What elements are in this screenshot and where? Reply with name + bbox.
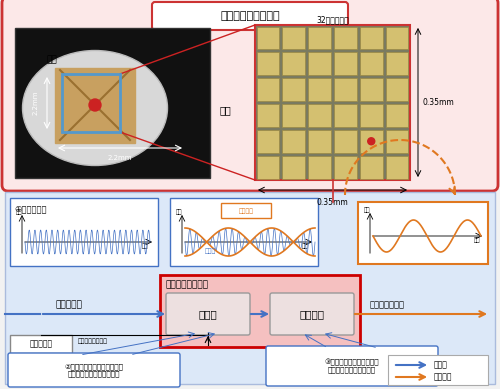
Text: 時間: 時間 bbox=[474, 237, 480, 243]
Bar bbox=[334, 78, 357, 101]
Bar bbox=[308, 26, 331, 49]
Text: 時間: 時間 bbox=[302, 244, 308, 249]
Text: 振幅: 振幅 bbox=[364, 207, 370, 213]
Bar bbox=[256, 156, 280, 179]
Bar bbox=[334, 156, 357, 179]
Bar bbox=[256, 26, 280, 49]
Bar bbox=[308, 156, 331, 179]
Text: 信号処理回路へ: 信号処理回路へ bbox=[370, 300, 405, 309]
Bar bbox=[308, 53, 331, 75]
Bar bbox=[388, 355, 488, 385]
Bar bbox=[282, 156, 305, 179]
Bar bbox=[360, 130, 382, 152]
Text: 信号成分: 信号成分 bbox=[238, 208, 254, 214]
Bar bbox=[282, 104, 305, 127]
Circle shape bbox=[89, 99, 101, 111]
Text: 光信号: 光信号 bbox=[434, 361, 448, 370]
Bar bbox=[255, 25, 410, 180]
Text: 光成分: 光成分 bbox=[204, 248, 216, 254]
FancyBboxPatch shape bbox=[221, 203, 271, 218]
Bar bbox=[334, 53, 357, 75]
Text: 振幅: 振幅 bbox=[176, 209, 182, 215]
Bar bbox=[308, 130, 331, 152]
Text: 32個の受光部: 32個の受光部 bbox=[316, 16, 349, 25]
Bar bbox=[170, 198, 318, 266]
Text: ①光通信信号: ①光通信信号 bbox=[14, 204, 46, 213]
FancyBboxPatch shape bbox=[270, 293, 354, 335]
Circle shape bbox=[368, 138, 375, 145]
Bar bbox=[386, 78, 408, 101]
Text: 拡大: 拡大 bbox=[219, 105, 231, 115]
FancyBboxPatch shape bbox=[266, 346, 438, 386]
Bar bbox=[256, 130, 280, 152]
Text: ③光成分を取り除き、信号
成分のみ電気信号に変換: ③光成分を取り除き、信号 成分のみ電気信号に変換 bbox=[324, 359, 380, 373]
Bar bbox=[256, 78, 280, 101]
Bar bbox=[308, 104, 331, 127]
Bar bbox=[334, 26, 357, 49]
FancyBboxPatch shape bbox=[166, 293, 250, 335]
Bar bbox=[256, 53, 280, 75]
Bar bbox=[10, 335, 72, 353]
Bar bbox=[334, 104, 357, 127]
Bar bbox=[160, 275, 360, 347]
Bar bbox=[360, 156, 382, 179]
Bar bbox=[386, 104, 408, 127]
FancyBboxPatch shape bbox=[8, 353, 180, 387]
Bar bbox=[360, 104, 382, 127]
Text: 光ファイバ: 光ファイバ bbox=[55, 300, 82, 309]
Text: 電気信号: 電気信号 bbox=[434, 373, 452, 382]
Bar bbox=[358, 202, 488, 264]
Bar bbox=[5, 192, 495, 384]
Text: 高速集積型受光素子: 高速集積型受光素子 bbox=[220, 11, 280, 21]
Text: 米粒: 米粒 bbox=[46, 56, 58, 65]
Bar bbox=[282, 78, 305, 101]
FancyBboxPatch shape bbox=[152, 2, 348, 30]
Text: ②光通信信号と光基準信号を
干渉させて波形の差を得る: ②光通信信号と光基準信号を 干渉させて波形の差を得る bbox=[64, 363, 124, 377]
Bar bbox=[386, 26, 408, 49]
Bar bbox=[62, 74, 120, 132]
Bar bbox=[10, 198, 158, 266]
Bar bbox=[282, 53, 305, 75]
Text: 周波数、振幅一定: 周波数、振幅一定 bbox=[78, 338, 108, 344]
Text: 高速受光素子技術: 高速受光素子技術 bbox=[165, 280, 208, 289]
Bar bbox=[360, 53, 382, 75]
Bar bbox=[55, 68, 135, 143]
Bar bbox=[386, 156, 408, 179]
Bar bbox=[360, 78, 382, 101]
Bar bbox=[386, 53, 408, 75]
Ellipse shape bbox=[22, 51, 168, 165]
Bar bbox=[282, 130, 305, 152]
Bar bbox=[308, 78, 331, 101]
Text: 光検出器: 光検出器 bbox=[300, 309, 324, 319]
Bar bbox=[15, 28, 210, 178]
Text: 0.35mm: 0.35mm bbox=[422, 98, 454, 107]
Bar bbox=[256, 104, 280, 127]
Bar bbox=[386, 130, 408, 152]
FancyBboxPatch shape bbox=[2, 0, 498, 191]
Bar bbox=[334, 130, 357, 152]
Text: 振幅: 振幅 bbox=[16, 209, 22, 215]
Text: 時間: 時間 bbox=[142, 244, 148, 249]
Text: 2.2mm: 2.2mm bbox=[33, 91, 39, 115]
Bar bbox=[282, 26, 305, 49]
Text: 2.2mm: 2.2mm bbox=[108, 155, 132, 161]
Text: 干渉計: 干渉計 bbox=[198, 309, 218, 319]
Text: 0.35mm: 0.35mm bbox=[316, 198, 348, 207]
Text: 光基準信号: 光基準信号 bbox=[30, 340, 52, 349]
Bar bbox=[360, 26, 382, 49]
